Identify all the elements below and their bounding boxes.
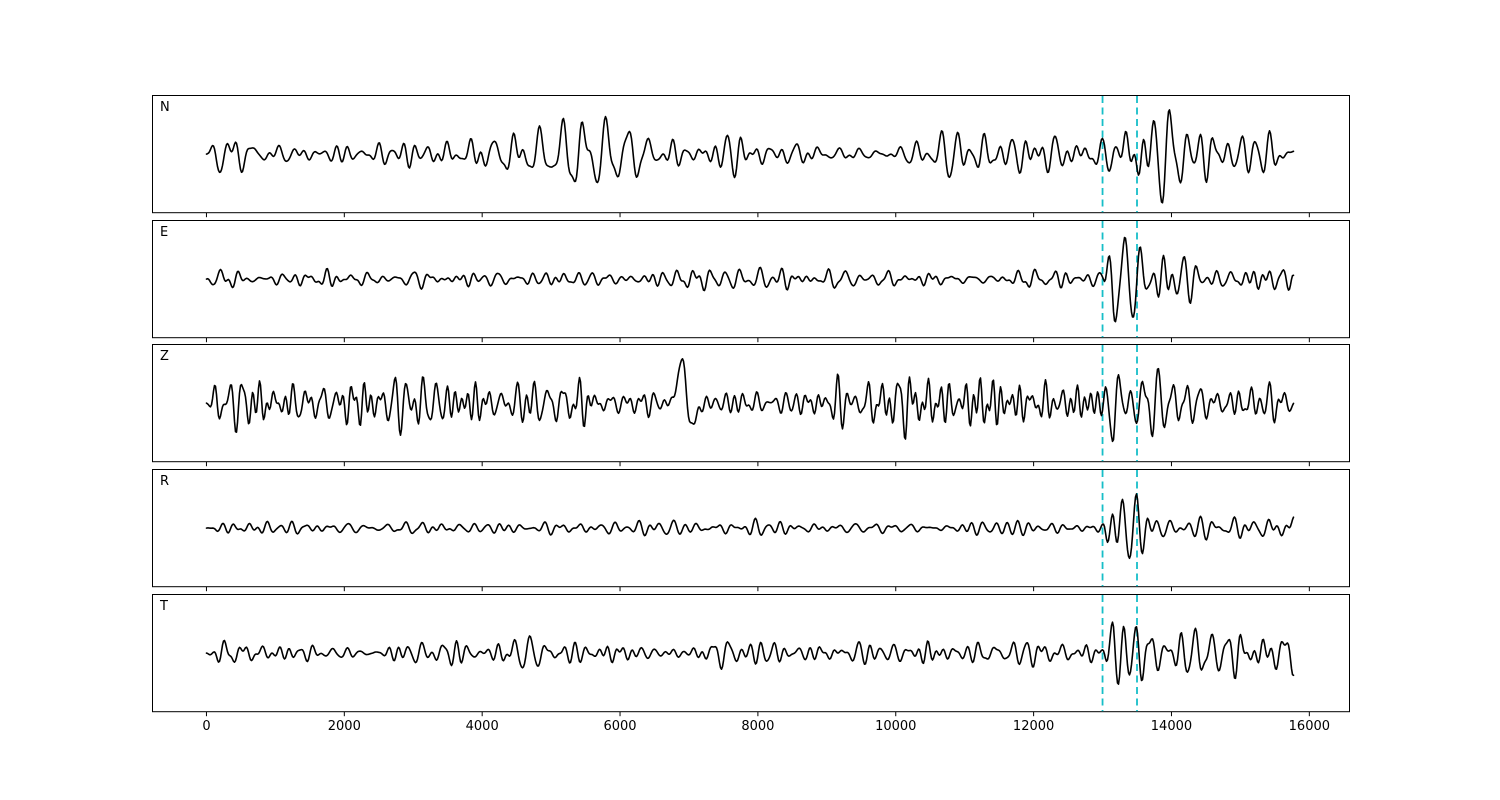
- panel-R: [152, 469, 1350, 592]
- panel-E: [152, 219, 1350, 342]
- panel-frame: [152, 95, 1350, 214]
- panel-label-Z: Z: [160, 349, 169, 365]
- x-tick-label: 6000: [603, 719, 637, 734]
- panel-frame: [152, 219, 1350, 338]
- panel-frame: [152, 469, 1350, 588]
- panel-Z: [152, 344, 1350, 467]
- x-tick-label: 16000: [1288, 719, 1331, 734]
- panel-N: [152, 95, 1350, 218]
- x-tick-label: 12000: [1012, 719, 1055, 734]
- panel-frame: [152, 593, 1350, 712]
- panel-frame: [152, 344, 1350, 463]
- x-tick-label: 0: [202, 719, 211, 734]
- waveform-trace-R: [205, 493, 1295, 560]
- panel-label-N: N: [160, 100, 170, 115]
- x-tick-label: 8000: [741, 719, 775, 734]
- x-tick-label: 10000: [875, 719, 917, 734]
- x-tick-label: 14000: [1150, 719, 1193, 734]
- panel-label-T: T: [160, 598, 168, 614]
- waveform-trace-Z: [205, 358, 1295, 443]
- waveform-trace-N: [205, 109, 1295, 204]
- panel-label-E: E: [160, 224, 169, 240]
- waveform-trace-T: [205, 621, 1295, 685]
- waveform-trace-E: [205, 236, 1295, 323]
- panel-T: [152, 593, 1350, 716]
- x-tick-label: 4000: [465, 719, 499, 734]
- x-tick-label: 2000: [327, 719, 361, 734]
- panel-label-R: R: [160, 474, 170, 490]
